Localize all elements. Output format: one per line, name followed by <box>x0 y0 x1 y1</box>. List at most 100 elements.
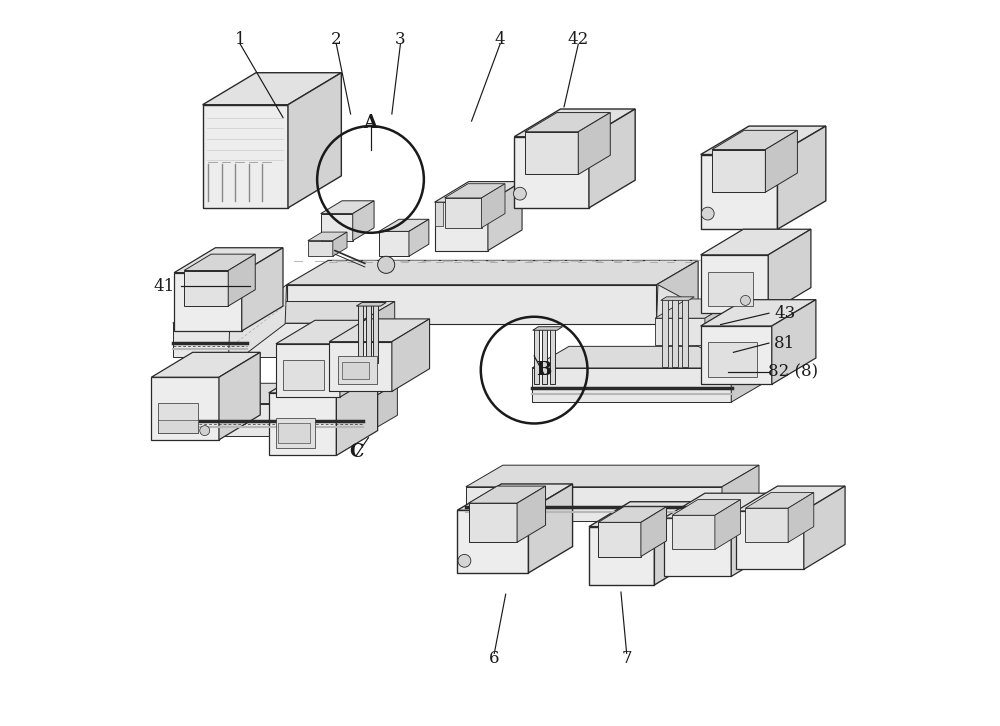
Polygon shape <box>664 518 731 576</box>
Polygon shape <box>589 109 635 208</box>
Polygon shape <box>672 515 715 550</box>
Polygon shape <box>655 299 737 318</box>
Polygon shape <box>736 486 845 511</box>
Polygon shape <box>184 271 228 306</box>
Polygon shape <box>682 299 688 367</box>
Polygon shape <box>533 327 563 330</box>
Polygon shape <box>321 213 353 240</box>
Polygon shape <box>283 360 324 390</box>
Polygon shape <box>228 285 287 367</box>
Polygon shape <box>340 320 379 397</box>
Polygon shape <box>203 105 288 208</box>
Polygon shape <box>532 368 731 402</box>
Text: 1: 1 <box>235 30 246 48</box>
Text: A: A <box>364 113 378 131</box>
Polygon shape <box>435 203 488 250</box>
Polygon shape <box>445 198 482 228</box>
Polygon shape <box>662 299 668 367</box>
Polygon shape <box>672 299 678 367</box>
Polygon shape <box>288 73 341 208</box>
Polygon shape <box>276 320 379 344</box>
Polygon shape <box>525 113 610 132</box>
Polygon shape <box>731 346 768 402</box>
Polygon shape <box>356 303 386 306</box>
Polygon shape <box>379 219 429 232</box>
Polygon shape <box>329 342 392 391</box>
Polygon shape <box>661 297 694 301</box>
Circle shape <box>458 555 471 567</box>
Polygon shape <box>363 383 397 436</box>
Polygon shape <box>701 300 816 326</box>
Text: 41: 41 <box>154 277 175 295</box>
Polygon shape <box>482 184 505 228</box>
Polygon shape <box>701 255 768 313</box>
Polygon shape <box>358 301 395 357</box>
Polygon shape <box>514 136 589 208</box>
Polygon shape <box>712 131 797 150</box>
Circle shape <box>378 256 395 274</box>
Polygon shape <box>457 484 573 510</box>
Text: B: B <box>536 361 552 379</box>
Polygon shape <box>731 493 772 576</box>
Text: 4: 4 <box>495 30 505 48</box>
Polygon shape <box>333 232 347 256</box>
Polygon shape <box>655 318 705 345</box>
Polygon shape <box>269 368 378 393</box>
Polygon shape <box>712 150 765 192</box>
Polygon shape <box>589 502 696 526</box>
Polygon shape <box>173 323 358 357</box>
Text: 6: 6 <box>489 650 500 666</box>
Polygon shape <box>672 499 740 515</box>
Polygon shape <box>379 232 409 256</box>
Polygon shape <box>708 342 757 378</box>
Polygon shape <box>525 132 578 174</box>
Polygon shape <box>701 229 811 255</box>
Polygon shape <box>708 272 753 306</box>
Polygon shape <box>308 232 347 240</box>
Polygon shape <box>342 362 369 380</box>
Polygon shape <box>657 261 698 324</box>
Polygon shape <box>228 254 255 306</box>
Polygon shape <box>445 184 505 198</box>
Polygon shape <box>336 368 378 455</box>
Polygon shape <box>276 418 315 449</box>
Polygon shape <box>457 510 528 573</box>
Polygon shape <box>269 393 336 455</box>
Polygon shape <box>765 131 797 192</box>
Polygon shape <box>589 526 654 585</box>
Polygon shape <box>550 329 555 384</box>
Polygon shape <box>578 113 610 174</box>
Polygon shape <box>466 487 722 521</box>
Polygon shape <box>701 126 826 155</box>
Polygon shape <box>705 299 737 345</box>
Polygon shape <box>160 404 363 436</box>
Polygon shape <box>242 248 283 331</box>
Text: 81: 81 <box>774 335 795 351</box>
Polygon shape <box>532 346 768 368</box>
Polygon shape <box>276 344 340 397</box>
Polygon shape <box>804 486 845 569</box>
Polygon shape <box>701 326 772 384</box>
Polygon shape <box>373 305 378 363</box>
Polygon shape <box>392 319 430 391</box>
Polygon shape <box>469 486 546 503</box>
Text: C: C <box>349 443 363 461</box>
Polygon shape <box>598 507 666 523</box>
Polygon shape <box>745 492 814 508</box>
Polygon shape <box>736 511 804 569</box>
Polygon shape <box>203 73 341 105</box>
Polygon shape <box>435 203 443 227</box>
Polygon shape <box>287 285 657 324</box>
Polygon shape <box>173 301 395 323</box>
Polygon shape <box>641 507 666 557</box>
Polygon shape <box>777 126 826 229</box>
Polygon shape <box>174 248 283 273</box>
Polygon shape <box>517 486 546 542</box>
Polygon shape <box>409 219 429 256</box>
Polygon shape <box>488 182 522 250</box>
Polygon shape <box>184 254 255 271</box>
Polygon shape <box>715 499 740 550</box>
Polygon shape <box>158 420 198 433</box>
Polygon shape <box>353 201 374 240</box>
Text: 7: 7 <box>621 650 632 666</box>
